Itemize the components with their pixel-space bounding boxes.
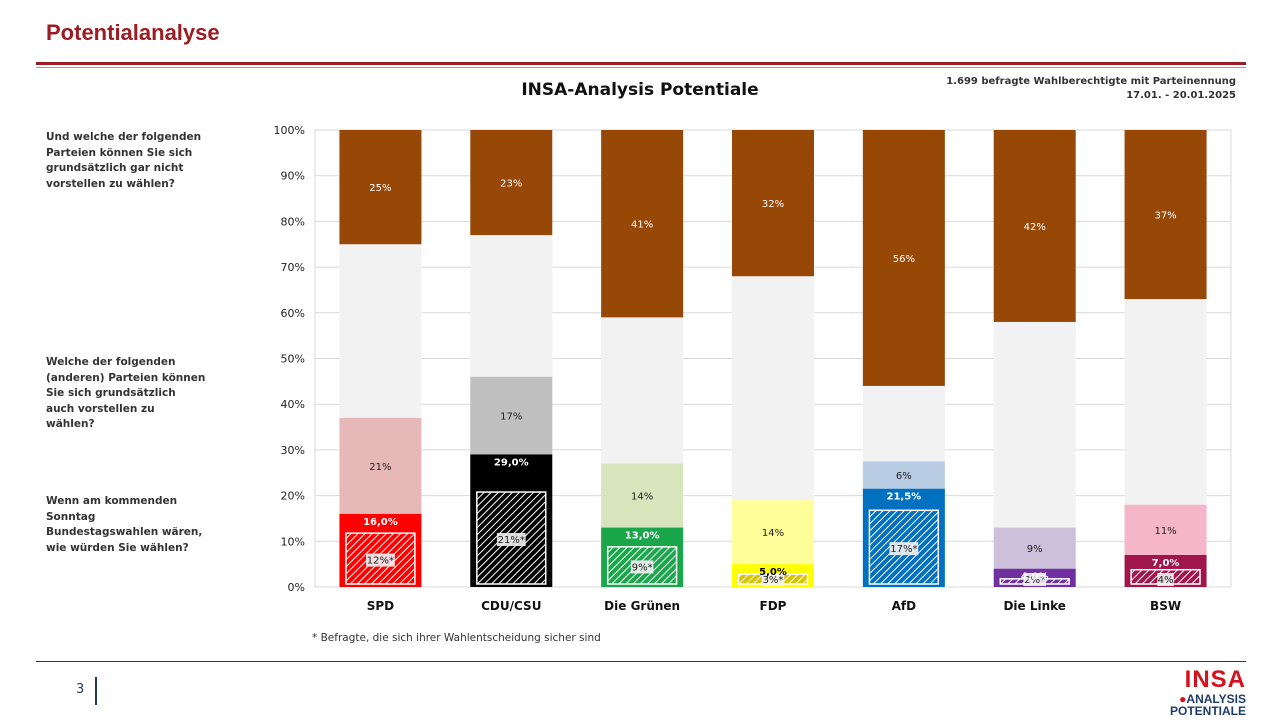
sample-size: 1.699 befragte Wahlberechtigte mit Parte…: [946, 76, 1236, 87]
page-title: Potentialanalyse: [46, 20, 220, 45]
bar-segment-also-vote: [601, 463, 684, 528]
data-label-vote: 5,0%: [759, 567, 787, 578]
logo-analysis-row: ●ANALYSIS: [1179, 693, 1246, 706]
data-label-vote: 29,0%: [494, 457, 529, 468]
data-label-certain: 9%*: [632, 562, 653, 573]
certain-label-bg: [1023, 573, 1047, 586]
y-tick-label: 50%: [281, 353, 305, 366]
question-vote-intention: Wenn am kommenden Sonntag Bundestagswahl…: [46, 495, 203, 554]
bar-segment-also-vote: [993, 527, 1076, 569]
data-label-vote: 13,0%: [625, 531, 660, 542]
y-tick-label: 80%: [281, 215, 305, 228]
x-category-label: CDU/CSU: [481, 599, 541, 613]
bar-segment-also-vote: [470, 376, 553, 455]
logo-analysis-text: ANALYSIS: [1186, 692, 1246, 706]
bar-segment-rest: [1124, 299, 1207, 505]
data-label-also-vote: 21%: [369, 462, 391, 473]
page-number-bar: [95, 677, 97, 705]
certain-label-bg: [761, 573, 785, 586]
certain-label-bg: [496, 533, 526, 547]
data-label-also-vote: 11%: [1154, 526, 1176, 537]
bar-segment-rest: [470, 235, 553, 377]
x-category-label: BSW: [1150, 599, 1181, 613]
y-tick-label: 90%: [281, 170, 305, 183]
data-label-vote: 7,0%: [1152, 558, 1180, 569]
y-tick-label: 40%: [281, 398, 305, 411]
logo-potentiale-text: POTENTIALE: [1169, 704, 1246, 718]
data-label-vote: 16,0%: [363, 517, 398, 528]
chart-axes: 0% 10% 20% 30% 40% 50% 60% 70% 80% 90% 100% SPD CDU/…: [274, 124, 1182, 613]
survey-period: 17.01. - 20.01.2025: [1126, 90, 1236, 101]
bar-segment-not-vote: [1124, 130, 1207, 300]
data-label-certain: 4%: [1158, 575, 1174, 586]
y-tick-label: 100%: [274, 124, 305, 137]
bar-segment-also-vote: [339, 417, 422, 514]
logo-dot-icon: ●: [1179, 692, 1187, 706]
x-category-label: FDP: [760, 599, 787, 613]
bar-segment-also-vote: [732, 500, 814, 565]
data-label-also-vote: 9%: [1027, 544, 1043, 555]
bar-segment-not-vote: [601, 130, 684, 318]
header-divider-thin: [36, 67, 1246, 68]
insa-logo: INSA ●ANALYSIS POTENTIALE: [1126, 666, 1246, 718]
data-label-certain: 2%*: [1024, 575, 1045, 586]
y-tick-label: 60%: [281, 307, 305, 320]
data-label-certain: 3%*: [763, 575, 784, 586]
data-label-not-vote: 25%: [369, 183, 391, 194]
y-tick-label: 30%: [281, 444, 305, 457]
question-not-vote: Und welche der folgenden Parteien können…: [46, 131, 202, 190]
bar-segment-rest: [601, 317, 684, 464]
bar-segment-rest: [993, 321, 1076, 528]
y-tick-label: 20%: [281, 490, 305, 503]
bar-segment-rest: [732, 276, 814, 501]
data-label-also-vote: 17%: [500, 412, 522, 423]
x-category-label: SPD: [367, 599, 394, 613]
data-label-also-vote: 14%: [762, 528, 784, 539]
bar-segment-rest: [339, 244, 422, 418]
x-category-label: Die Grünen: [604, 599, 680, 613]
certain-label-bg: [630, 560, 654, 574]
bar-segment-not-vote: [993, 130, 1076, 322]
header-divider: [36, 62, 1246, 65]
footer-divider: [36, 661, 1246, 662]
data-label-certain: 21%*: [498, 535, 525, 546]
x-category-label: AfD: [892, 599, 917, 613]
data-label-not-vote: 23%: [500, 179, 522, 190]
bar-segment-not-vote: [339, 130, 422, 245]
data-label-certain: 17%*: [890, 544, 917, 555]
y-tick-label: 10%: [281, 535, 305, 548]
x-category-label: Die Linke: [1003, 599, 1066, 613]
chart-bars: 12%* 16,0% 21% 25% 21%* 29,0% 17% 23% 9%* 13,0% 14…: [339, 130, 1207, 587]
data-label-not-vote: 42%: [1024, 222, 1046, 233]
bar-segment-also-vote: [862, 461, 945, 489]
chart-title: INSA-Analysis Potentiale: [521, 80, 759, 100]
data-label-not-vote: 41%: [631, 220, 653, 231]
bar-segment-rest: [862, 385, 945, 462]
bar-segment-not-vote: [732, 130, 814, 277]
page-number: 3: [76, 682, 85, 697]
data-label-not-vote: 56%: [893, 254, 915, 265]
data-label-not-vote: 32%: [762, 199, 784, 210]
data-label-also-vote: 6%: [896, 471, 912, 482]
sample-info: 1.699 befragte Wahlberechtigte mit Parte…: [946, 75, 1236, 103]
footnote: * Befragte, die sich ihrer Wahlentscheid…: [312, 632, 601, 644]
data-label-certain: 12%*: [367, 556, 394, 567]
y-tick-label: 70%: [281, 261, 305, 274]
certain-label-bg: [1157, 573, 1174, 586]
certain-label-bg: [889, 542, 919, 556]
question-also-vote: Welche der folgenden (anderen) Parteien …: [46, 356, 206, 430]
bar-segment-also-vote: [1124, 504, 1207, 556]
bar-segment-not-vote: [862, 130, 945, 386]
data-label-not-vote: 37%: [1154, 211, 1176, 222]
certain-label-bg: [366, 553, 395, 567]
bar-segment-not-vote: [470, 130, 553, 236]
logo-insa-text: INSA: [1184, 666, 1246, 693]
data-label-also-vote: 14%: [631, 492, 653, 503]
data-label-vote: 4,0%: [1021, 572, 1049, 583]
y-tick-label: 0%: [288, 581, 305, 594]
data-label-vote: 21,5%: [887, 492, 922, 503]
